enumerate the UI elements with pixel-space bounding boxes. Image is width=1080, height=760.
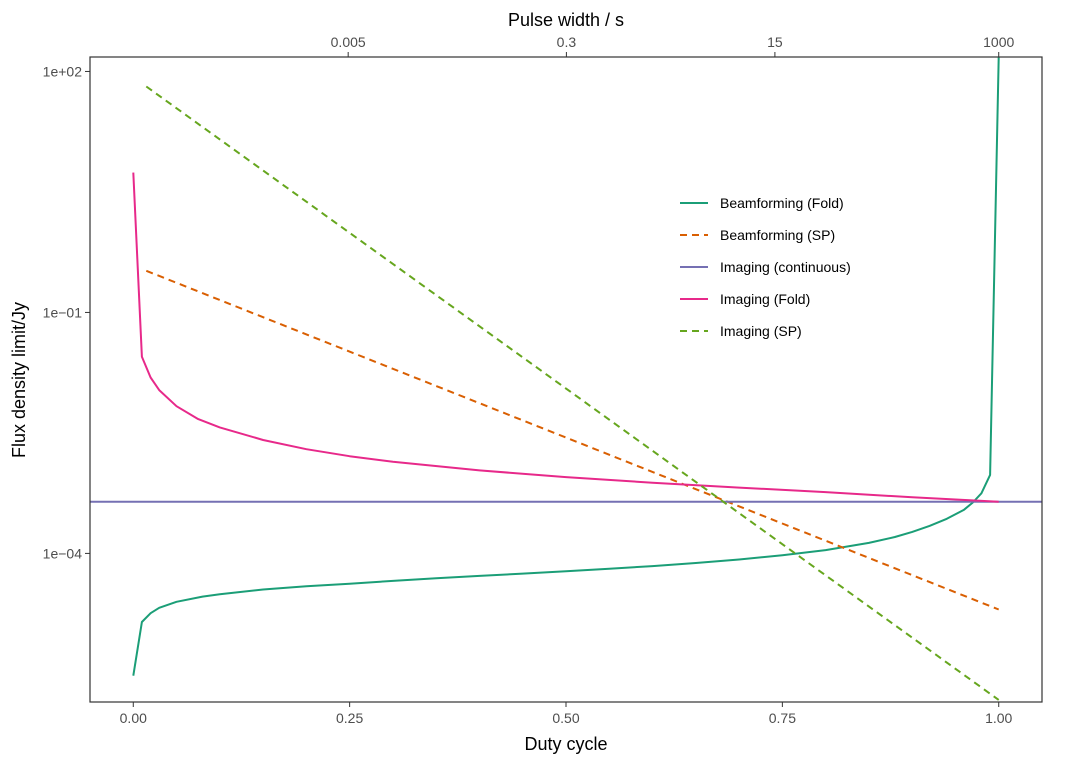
y-axis-title: Flux density limit/Jy bbox=[9, 302, 29, 458]
top-tick-label: 0.005 bbox=[331, 34, 366, 50]
axes-layer: 0.00 0.25 0.50 0.75 1.00 1e+02 1e−01 1e−04 0.005… bbox=[43, 34, 1015, 726]
y-tick-label: 1e−04 bbox=[43, 545, 83, 561]
top-tick-label: 0.3 bbox=[557, 34, 577, 50]
x-tick-label: 0.75 bbox=[769, 710, 796, 726]
x-tick-label: 1.00 bbox=[985, 710, 1012, 726]
series-layer bbox=[90, 57, 1042, 701]
series-line-imaging-fold bbox=[132, 172, 999, 503]
legend-label-imaging-continuous: Imaging (continuous) bbox=[720, 259, 851, 275]
x-tick-label: 0.00 bbox=[120, 710, 147, 726]
legend-label-imaging-fold: Imaging (Fold) bbox=[720, 291, 810, 307]
top-tick-label: 15 bbox=[767, 34, 783, 50]
x-tick-label: 0.50 bbox=[552, 710, 579, 726]
legend-label-beamforming-sp: Beamforming (SP) bbox=[720, 227, 835, 243]
x-axis-title: Duty cycle bbox=[524, 734, 607, 754]
top-tick-label: 1000 bbox=[983, 34, 1014, 50]
legend: Beamforming (Fold) Beamforming (SP) Imagin… bbox=[680, 195, 851, 339]
y-tick-label: 1e+02 bbox=[43, 63, 83, 79]
legend-label-beamforming-fold: Beamforming (Fold) bbox=[720, 195, 844, 211]
series-line-beamforming-sp bbox=[145, 269, 1000, 611]
top-axis-title: Pulse width / s bbox=[508, 10, 624, 30]
x-tick-label: 0.25 bbox=[336, 710, 363, 726]
legend-label-imaging-sp: Imaging (SP) bbox=[720, 323, 802, 339]
series-line-beamforming-fold bbox=[132, 57, 1000, 676]
y-tick-label: 1e−01 bbox=[43, 304, 83, 320]
